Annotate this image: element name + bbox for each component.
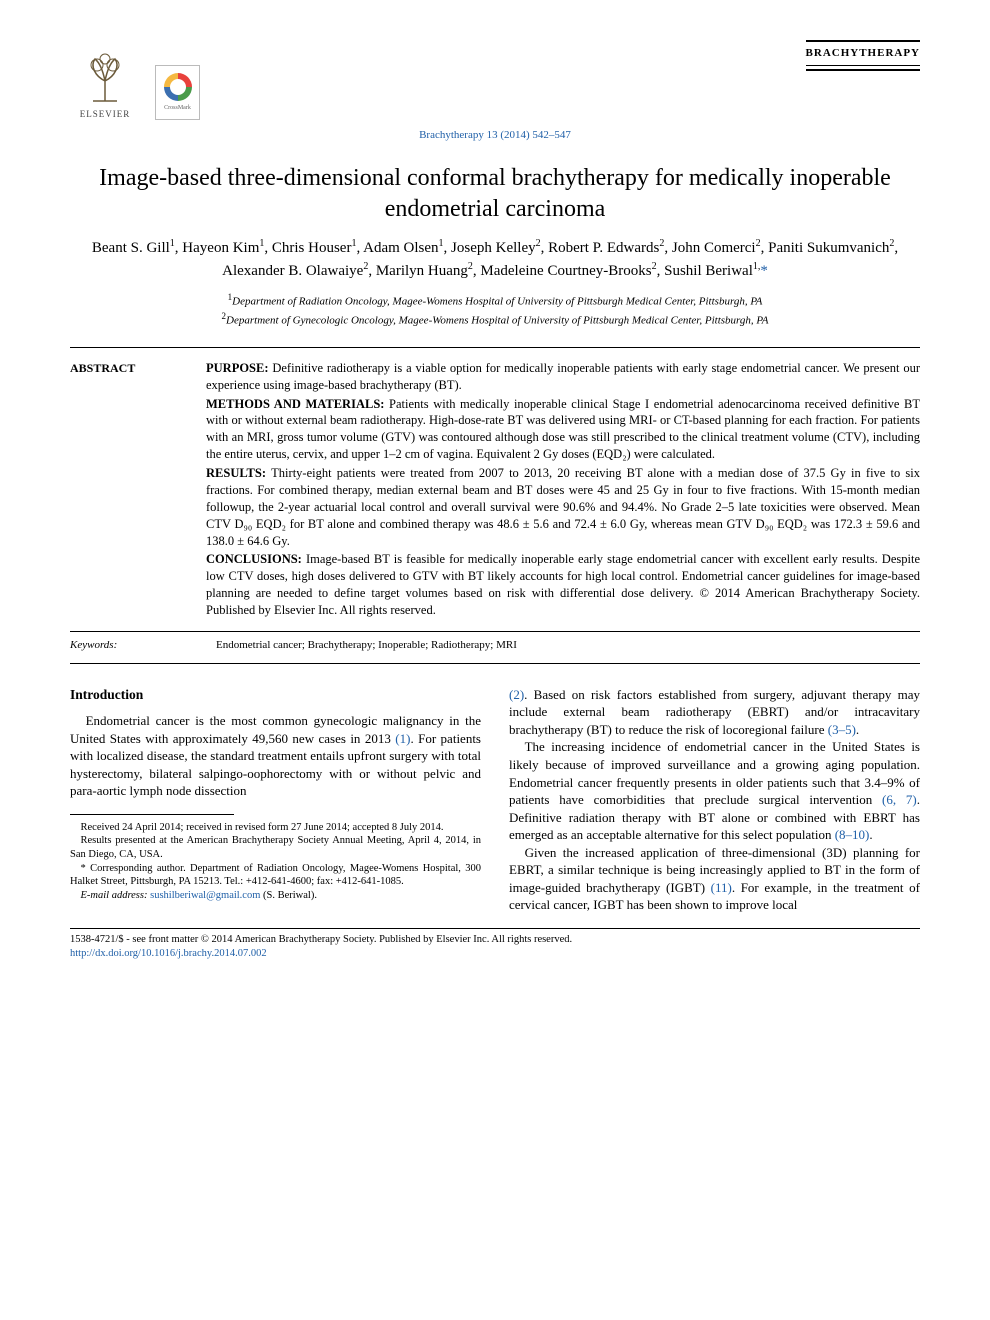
affiliation-1: 1Department of Radiation Oncology, Magee… xyxy=(70,291,920,310)
footnote-received: Received 24 April 2014; received in revi… xyxy=(70,821,481,835)
intro-text: The increasing incidence of endometrial … xyxy=(509,739,920,807)
keywords-label: Keywords: xyxy=(70,638,180,653)
abstract-label: ABSTRACT xyxy=(70,361,135,375)
header-left: ELSEVIER CrossMark xyxy=(70,40,200,120)
journal-banner: BRACHYTHERAPY xyxy=(806,40,920,66)
elsevier-tree-icon xyxy=(75,51,135,106)
abstract-body: PURPOSE: Definitive radiotherapy is a vi… xyxy=(206,360,920,621)
keywords-text: Endometrial cancer; Brachytherapy; Inope… xyxy=(216,638,517,653)
column-right: (2). Based on risk factors established f… xyxy=(509,686,920,914)
article-title: Image-based three-dimensional conformal … xyxy=(70,163,920,225)
citation-line[interactable]: Brachytherapy 13 (2014) 542–547 xyxy=(70,128,920,143)
ref-link-3-5[interactable]: (3–5) xyxy=(828,722,856,737)
intro-text: . xyxy=(856,722,859,737)
footnote-separator xyxy=(70,814,234,815)
header-row: ELSEVIER CrossMark BRACHYTHERAPY xyxy=(70,40,920,120)
abstract-purpose: PURPOSE: Definitive radiotherapy is a vi… xyxy=(206,360,920,394)
copyright-line: 1538-4721/$ - see front matter © 2014 Am… xyxy=(70,933,920,947)
footer-bar: 1538-4721/$ - see front matter © 2014 Am… xyxy=(70,928,920,960)
abstract-results: RESULTS: Thirty-eight patients were trea… xyxy=(206,465,920,549)
citation-text: Brachytherapy 13 (2014) 542–547 xyxy=(419,129,571,141)
header-right: BRACHYTHERAPY xyxy=(806,40,920,71)
crossmark-label: CrossMark xyxy=(164,104,191,112)
footnotes: Received 24 April 2014; received in revi… xyxy=(70,821,481,903)
column-left: Introduction Endometrial cancer is the m… xyxy=(70,686,481,914)
ref-link-11[interactable]: (11) xyxy=(711,880,732,895)
abstract-left-col: ABSTRACT xyxy=(70,360,180,621)
crossmark-icon xyxy=(164,73,192,101)
email-label: E-mail address: xyxy=(81,890,148,901)
keywords-row: Keywords: Endometrial cancer; Brachyther… xyxy=(70,632,920,664)
affil-text: Department of Radiation Oncology, Magee-… xyxy=(232,295,762,307)
abstract-results-text: Thirty-eight patients were treated from … xyxy=(206,466,920,548)
crossmark-badge[interactable]: CrossMark xyxy=(155,65,200,120)
affil-text: Department of Gynecologic Oncology, Mage… xyxy=(226,314,768,326)
footnote-presented: Results presented at the American Brachy… xyxy=(70,834,481,861)
intro-heading: Introduction xyxy=(70,686,481,704)
email-link[interactable]: sushilberiwal@gmail.com xyxy=(150,890,260,901)
author-list: Beant S. Gill1, Hayeon Kim1, Chris House… xyxy=(70,237,920,283)
email-author: (S. Beriwal). xyxy=(263,890,317,901)
affiliation-2: 2Department of Gynecologic Oncology, Mag… xyxy=(70,310,920,329)
footnote-email: E-mail address: sushilberiwal@gmail.com … xyxy=(70,889,481,903)
body-columns: Introduction Endometrial cancer is the m… xyxy=(70,686,920,914)
intro-para-1-cont: (2). Based on risk factors established f… xyxy=(509,686,920,739)
affiliations: 1Department of Radiation Oncology, Magee… xyxy=(70,291,920,329)
abstract-block: ABSTRACT PURPOSE: Definitive radiotherap… xyxy=(70,347,920,632)
doi-link[interactable]: http://dx.doi.org/10.1016/j.brachy.2014.… xyxy=(70,948,267,959)
footnote-corresponding: * Corresponding author. Department of Ra… xyxy=(70,862,481,889)
intro-para-2: The increasing incidence of endometrial … xyxy=(509,738,920,843)
ref-link-1[interactable]: (1) xyxy=(395,731,410,746)
ref-link-6-7[interactable]: (6, 7) xyxy=(882,792,917,807)
ref-link-8-10[interactable]: (8–10) xyxy=(835,827,870,842)
page-container: ELSEVIER CrossMark BRACHYTHERAPY Brachyt… xyxy=(0,0,990,990)
publisher-logo-text: ELSEVIER xyxy=(80,108,131,120)
abstract-conclusions: CONCLUSIONS: Image-based BT is feasible … xyxy=(206,551,920,619)
journal-name: BRACHYTHERAPY xyxy=(806,46,920,61)
banner-rule xyxy=(806,69,920,71)
intro-para-3: Given the increased application of three… xyxy=(509,844,920,914)
intro-para-1: Endometrial cancer is the most common gy… xyxy=(70,712,481,800)
intro-text: . xyxy=(869,827,872,842)
abstract-purpose-text: Definitive radiotherapy is a viable opti… xyxy=(206,361,920,392)
abstract-conclusions-text: Image-based BT is feasible for medically… xyxy=(206,552,920,617)
publisher-logo: ELSEVIER xyxy=(70,40,140,120)
ref-link-2[interactable]: (2) xyxy=(509,687,524,702)
abstract-methods: METHODS AND MATERIALS: Patients with med… xyxy=(206,396,920,464)
